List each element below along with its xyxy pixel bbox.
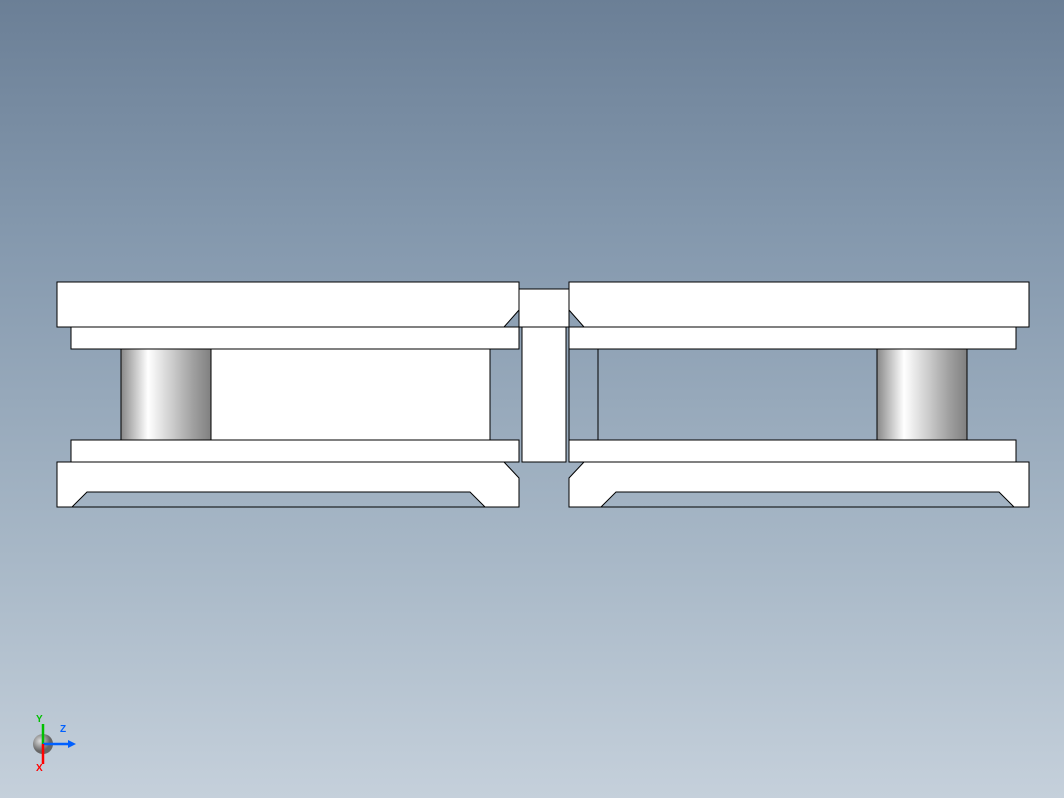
left-top-outer-plate xyxy=(57,282,519,327)
left-cylinder xyxy=(121,349,211,440)
model-container xyxy=(0,0,1064,798)
x-axis-label: X xyxy=(36,763,43,774)
y-axis-label: Y xyxy=(36,714,43,725)
center-pin-top xyxy=(519,289,569,327)
cad-viewport[interactable]: Y Z X xyxy=(0,0,1064,798)
left-inner-block xyxy=(211,349,490,440)
z-axis-arrow xyxy=(68,740,76,748)
right-top-outer-plate xyxy=(569,282,1029,327)
left-bottom-outer-plate xyxy=(57,462,519,507)
axis-indicator: Y Z X xyxy=(28,714,88,774)
left-bottom-inner-plate xyxy=(71,440,519,462)
center-pin-body xyxy=(522,327,566,462)
right-top-inner-plate xyxy=(569,327,1016,349)
right-bottom-inner-plate xyxy=(569,440,1016,462)
right-cylinder xyxy=(877,349,967,440)
left-top-inner-plate xyxy=(71,327,519,349)
z-axis-label: Z xyxy=(60,724,66,735)
right-bottom-outer-plate xyxy=(569,462,1029,507)
cad-model-svg xyxy=(0,0,1064,798)
